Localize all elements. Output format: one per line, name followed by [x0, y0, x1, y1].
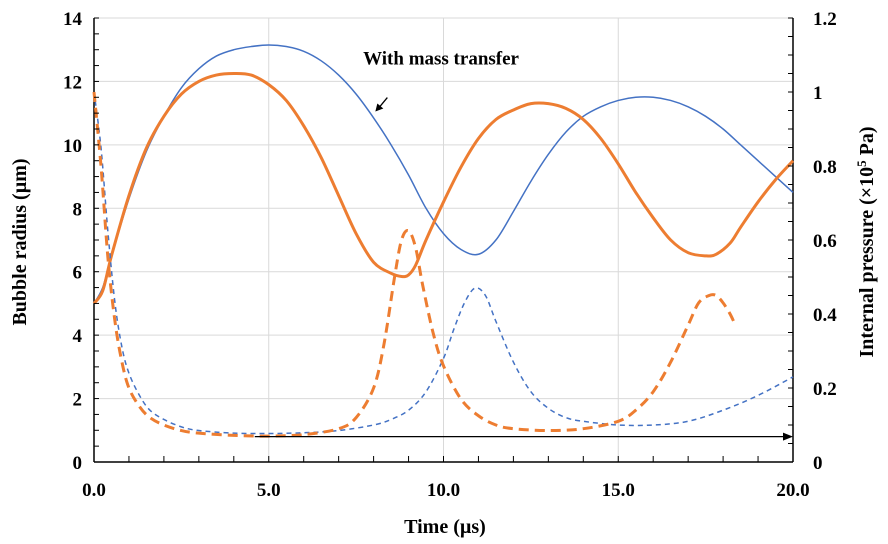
y-right-tick-label: 0.6 [813, 231, 837, 252]
y-left-tick-label: 6 [73, 263, 83, 284]
grid [94, 17, 794, 462]
x-tick-label: 15.0 [602, 480, 635, 501]
y-right-tick-label: 1.2 [813, 9, 837, 30]
series-orange-radius [92, 71, 795, 305]
y-right-tick-label: 0.2 [813, 379, 837, 400]
y-axis-right-title: Internal pressure (×105 Pa) [854, 126, 878, 357]
x-tick-label: 5.0 [257, 480, 281, 501]
x-tick-label: 20.0 [776, 480, 809, 501]
y-right-tick-label: 0.4 [813, 305, 837, 326]
y-axis-left-title: Bubble radius (µm) [9, 158, 31, 325]
y-right-tick-label: 1 [813, 83, 823, 104]
y-left-tick-label: 0 [73, 453, 83, 474]
y-right-tick-label: 0.8 [813, 157, 837, 178]
ticks: 0.0 5.0 10.0 15.0 20.00246810121400.20.40.60… [63, 9, 837, 501]
y-left-tick-label: 8 [73, 199, 83, 220]
series-orange-pressure [92, 91, 737, 438]
series-group [92, 44, 795, 438]
y-left-tick-label: 10 [63, 136, 82, 157]
time-arrow-head [783, 432, 793, 441]
y-left-tick-label: 2 [73, 390, 83, 411]
x-tick-label: 10.0 [427, 480, 460, 501]
y-axis-right-title-unit: Pa) [856, 126, 878, 160]
y-left-tick-label: 4 [73, 326, 83, 347]
y-left-tick-label: 12 [63, 72, 82, 93]
y-axis-right-title-main: Internal pressure (×10 [856, 167, 878, 358]
y-axis-right-title-sup: 5 [854, 160, 869, 167]
annotation-label: With mass transfer [363, 49, 519, 70]
y-left-tick-label: 14 [63, 9, 83, 30]
series-blue-pressure [93, 91, 794, 435]
x-axis-title: Time (µs) [404, 516, 486, 538]
annotation-arrowhead [375, 103, 384, 112]
x-tick-label: 0.0 [82, 480, 106, 501]
annotation: With mass transfer [363, 49, 520, 112]
y-right-tick-label: 0 [813, 453, 823, 474]
time-arrow [254, 432, 793, 441]
